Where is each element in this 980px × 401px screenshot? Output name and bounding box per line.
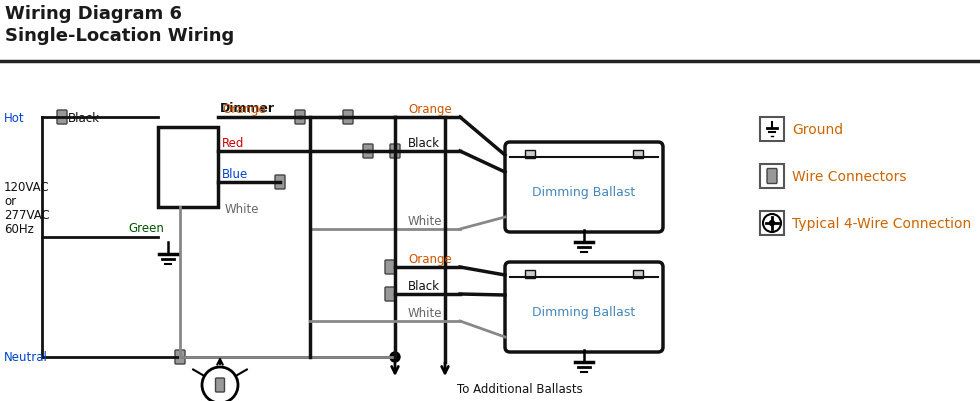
Text: Green: Green xyxy=(128,221,164,235)
FancyBboxPatch shape xyxy=(175,350,185,364)
Text: or: or xyxy=(4,195,16,208)
Text: Black: Black xyxy=(408,137,440,150)
Text: Red: Red xyxy=(222,137,244,150)
Bar xyxy=(525,151,535,159)
Text: White: White xyxy=(408,306,443,319)
Text: To Additional Ballasts: To Additional Ballasts xyxy=(457,382,583,395)
Bar xyxy=(525,270,535,278)
Text: Orange: Orange xyxy=(408,252,452,265)
FancyBboxPatch shape xyxy=(505,262,663,352)
FancyBboxPatch shape xyxy=(363,145,373,159)
Circle shape xyxy=(202,367,238,401)
FancyBboxPatch shape xyxy=(216,378,224,392)
Text: Orange: Orange xyxy=(222,103,266,116)
Text: 60Hz: 60Hz xyxy=(4,223,34,236)
Text: Dimmer: Dimmer xyxy=(220,101,275,114)
Text: White: White xyxy=(408,215,443,227)
Text: Black: Black xyxy=(408,279,440,292)
Text: 120VAC: 120VAC xyxy=(4,181,50,194)
FancyBboxPatch shape xyxy=(385,287,395,301)
Bar xyxy=(760,164,784,188)
FancyBboxPatch shape xyxy=(343,111,353,125)
Text: 277VAC: 277VAC xyxy=(4,209,50,222)
Text: Dimming Ballast: Dimming Ballast xyxy=(532,186,636,199)
Text: Blue: Blue xyxy=(222,168,248,180)
FancyBboxPatch shape xyxy=(295,111,305,125)
Bar xyxy=(633,151,643,159)
Text: Dimming Ballast: Dimming Ballast xyxy=(532,306,636,319)
Text: White: White xyxy=(225,203,260,216)
FancyBboxPatch shape xyxy=(275,176,285,190)
Circle shape xyxy=(763,215,781,233)
FancyBboxPatch shape xyxy=(57,111,67,125)
Bar xyxy=(633,270,643,278)
Text: Neutral: Neutral xyxy=(4,350,48,364)
Text: Black: Black xyxy=(68,111,100,124)
Text: Orange: Orange xyxy=(408,103,452,116)
FancyBboxPatch shape xyxy=(385,260,395,274)
Text: Single-Location Wiring: Single-Location Wiring xyxy=(5,27,234,45)
Text: Typical 4-Wire Connection: Typical 4-Wire Connection xyxy=(792,217,971,231)
Bar xyxy=(158,128,218,207)
FancyBboxPatch shape xyxy=(767,169,777,184)
Bar xyxy=(760,118,784,142)
Circle shape xyxy=(390,352,400,362)
Text: Hot: Hot xyxy=(4,111,24,124)
FancyBboxPatch shape xyxy=(390,145,400,159)
Text: Ground: Ground xyxy=(792,123,843,137)
Circle shape xyxy=(769,221,774,226)
Text: Wire Connectors: Wire Connectors xyxy=(792,170,906,184)
FancyBboxPatch shape xyxy=(505,143,663,233)
Text: Wiring Diagram 6: Wiring Diagram 6 xyxy=(5,5,182,23)
Bar xyxy=(760,211,784,235)
